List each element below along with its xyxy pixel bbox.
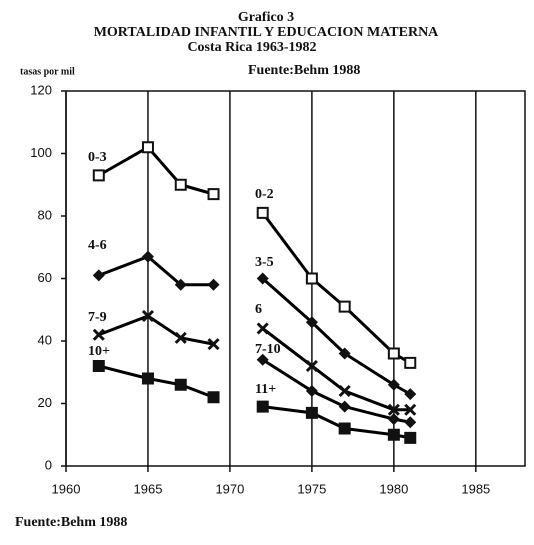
x-tick-label: 1985 xyxy=(461,481,490,496)
y-tick-label: 0 xyxy=(45,457,52,472)
x-tick-label: 1970 xyxy=(215,481,244,496)
marker xyxy=(141,309,155,323)
marker xyxy=(305,272,318,285)
series-line xyxy=(261,327,411,412)
chart-title: Grafico 3 xyxy=(238,10,294,25)
marker xyxy=(207,338,220,351)
series-line xyxy=(98,254,214,287)
marker xyxy=(92,169,105,182)
marker xyxy=(387,403,400,416)
x-tick-label: 1980 xyxy=(379,481,408,496)
series-line xyxy=(98,364,215,399)
y-tick-label: 20 xyxy=(38,395,52,410)
marker xyxy=(387,347,400,360)
marker xyxy=(92,328,105,341)
chart-subtitle: Costa Rica 1963-1982 xyxy=(187,40,316,55)
y-tick-label: 60 xyxy=(38,270,52,285)
marker xyxy=(174,178,187,191)
marker xyxy=(256,353,269,366)
marker xyxy=(207,188,220,201)
series-label: 0-3 xyxy=(88,150,107,165)
series-label: 4-6 xyxy=(88,238,107,253)
marker xyxy=(92,360,105,372)
marker xyxy=(404,431,417,444)
y-tick-label: 40 xyxy=(38,332,52,347)
series-line xyxy=(98,145,214,196)
marker xyxy=(207,391,220,404)
series-label: 3-5 xyxy=(255,255,274,270)
series-line xyxy=(98,314,214,346)
marker xyxy=(174,378,187,391)
x-tick-label: 1965 xyxy=(134,481,163,496)
marker xyxy=(387,428,400,441)
marker xyxy=(404,388,417,401)
marker xyxy=(404,356,417,369)
marker xyxy=(141,372,154,385)
marker xyxy=(141,250,154,263)
series-label: 7-10 xyxy=(255,342,281,357)
y-tick-label: 120 xyxy=(30,82,52,97)
series-line xyxy=(261,358,411,424)
marker xyxy=(338,384,351,398)
y-axis-label: tasas por mil xyxy=(20,66,75,77)
series-label: 11+ xyxy=(255,382,276,397)
marker xyxy=(174,278,187,291)
x-tick-label: 1975 xyxy=(297,481,326,496)
marker xyxy=(404,416,417,429)
source: Fuente:Behm 1988 xyxy=(248,63,360,78)
x-tick-label: 1960 xyxy=(52,481,81,496)
marker xyxy=(338,300,351,313)
series-label: 7-9 xyxy=(88,310,107,325)
source: Fuente:Behm 1988 xyxy=(15,515,127,530)
series-line xyxy=(261,277,411,396)
marker xyxy=(305,359,318,373)
chart-subtitle: MORTALIDAD INFANTIL Y EDUCACION MATERNA xyxy=(94,25,439,40)
marker xyxy=(305,385,318,397)
marker xyxy=(207,278,220,291)
marker xyxy=(174,331,187,344)
marker xyxy=(92,269,105,282)
series-label: 0-2 xyxy=(255,187,274,202)
marker xyxy=(305,316,318,329)
marker xyxy=(338,422,351,435)
marker xyxy=(387,378,400,391)
marker xyxy=(387,413,400,426)
marker xyxy=(338,400,351,413)
y-tick-label: 80 xyxy=(38,207,52,222)
marker xyxy=(141,141,154,154)
series-label: 10+ xyxy=(88,344,110,359)
y-tick-label: 100 xyxy=(30,145,52,160)
series-line xyxy=(261,211,411,365)
marker xyxy=(256,400,269,413)
marker xyxy=(338,347,351,360)
marker xyxy=(404,403,417,416)
series-label: 6 xyxy=(255,302,262,317)
marker xyxy=(256,206,269,219)
marker xyxy=(305,406,318,419)
marker xyxy=(256,272,269,285)
marker xyxy=(256,322,269,335)
